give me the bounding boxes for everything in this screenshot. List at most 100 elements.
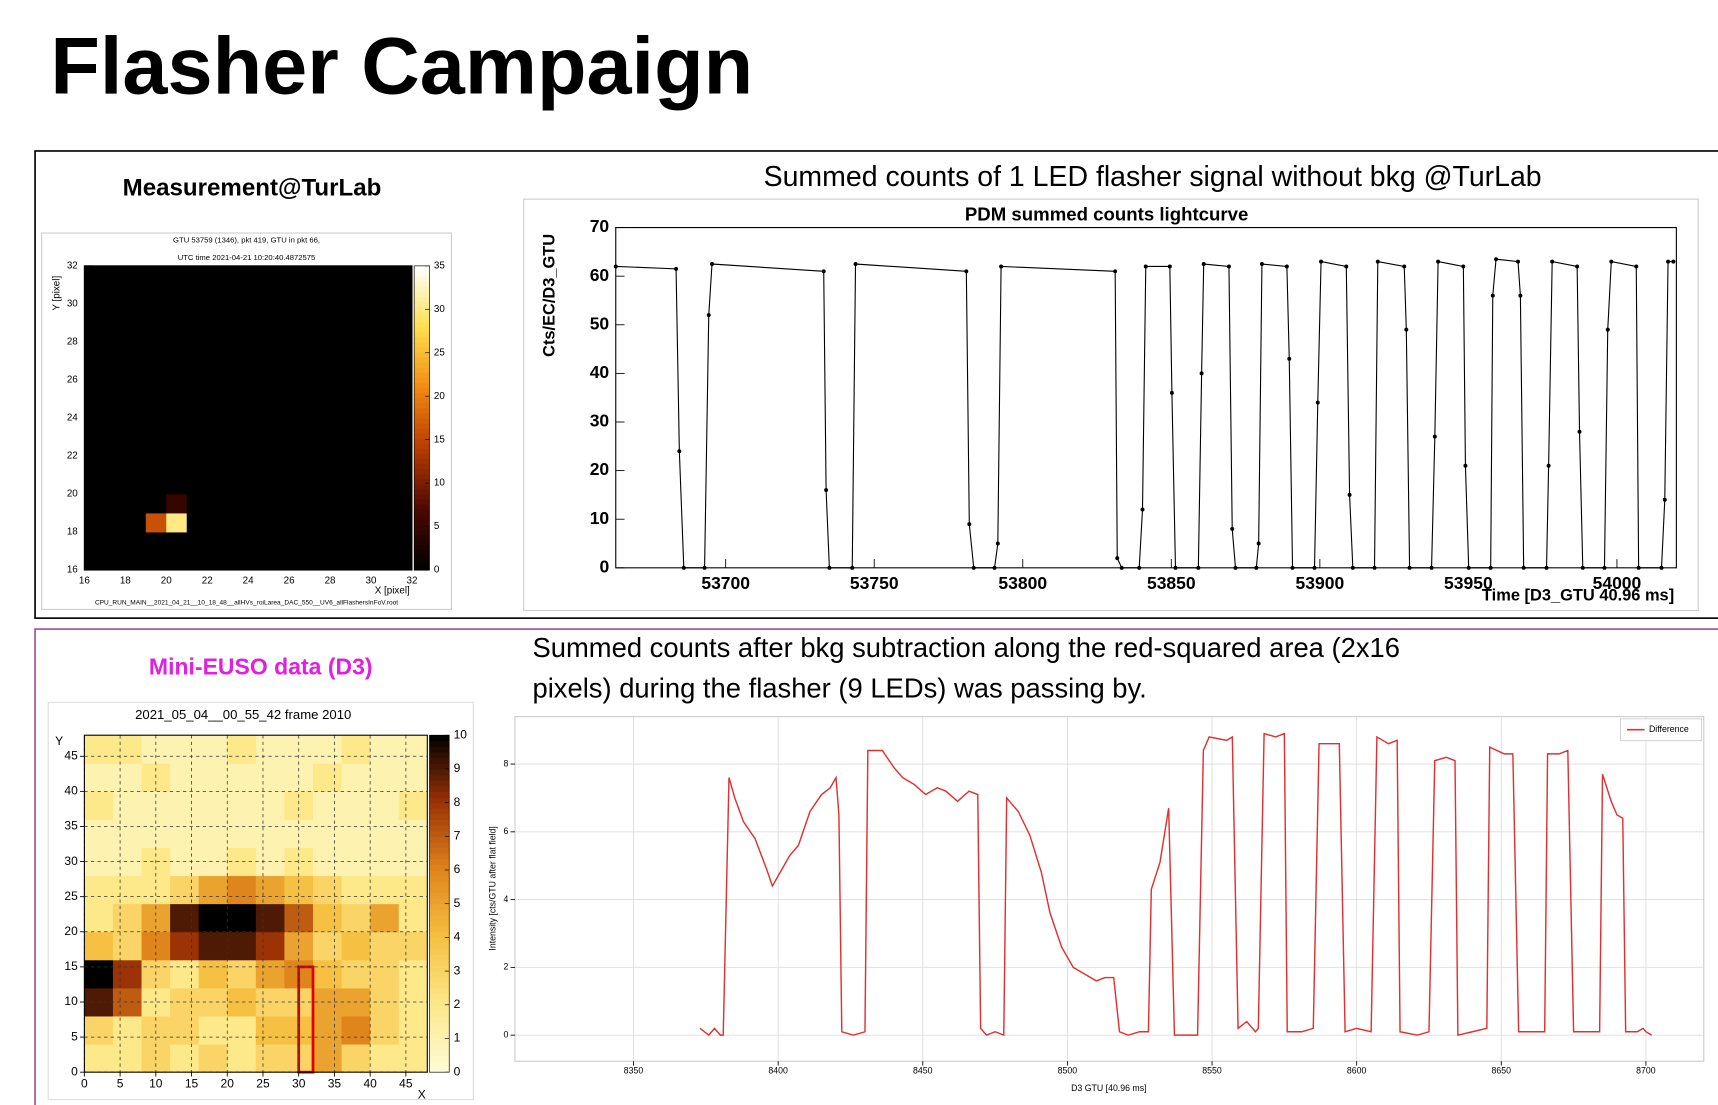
heatmap-cell <box>104 455 126 476</box>
x-tick-label: 8600 <box>1347 1065 1367 1075</box>
heatmap-cell <box>166 474 188 495</box>
colorbar-segment <box>414 509 430 515</box>
x-tick-label: 8700 <box>1636 1065 1656 1075</box>
heatmap-cell <box>104 550 126 571</box>
data-point <box>1432 434 1437 439</box>
heatmap-cell <box>398 819 428 848</box>
heatmap-cell <box>309 322 331 343</box>
heatmap-cell <box>198 1044 228 1073</box>
heatmap-cell <box>104 341 126 362</box>
heatmap-cell <box>248 379 270 400</box>
heatmap-cell <box>227 550 249 571</box>
heatmap-cell <box>186 550 208 571</box>
colorbar-tick-label: 5 <box>454 896 461 910</box>
colorbar-segment <box>414 559 430 566</box>
heatmap-cell <box>255 875 285 905</box>
data-point <box>1461 264 1466 269</box>
heatmap-cell <box>248 417 270 438</box>
heatmap-cell <box>145 417 167 438</box>
heatmap-cell <box>145 341 167 362</box>
heatmap-cell <box>166 417 188 438</box>
heatmap-cell <box>104 512 126 533</box>
colorbar-segment <box>429 819 450 826</box>
data-point <box>1230 526 1235 531</box>
heatmap-cell <box>112 791 142 820</box>
heatmap-cell <box>255 735 285 764</box>
heatmap-cell <box>112 875 142 905</box>
heatmap-cell <box>166 341 188 362</box>
x-axis-label: X <box>418 1087 426 1101</box>
heatmap-cell <box>341 875 371 905</box>
data-point <box>1575 264 1580 269</box>
heatmap-cell <box>166 265 188 286</box>
colorbar-segment <box>414 463 430 470</box>
panel-heading: Summed counts after bkg subtraction alon… <box>532 632 1400 663</box>
heatmap-cell <box>370 735 400 764</box>
colorbar-segment <box>414 291 430 297</box>
heatmap-cell <box>268 550 290 571</box>
heatmap-cell <box>391 303 413 324</box>
heatmap-cell <box>391 550 413 571</box>
heatmap-cell <box>371 360 392 381</box>
colorbar-segment <box>429 875 450 882</box>
y-tick-label: 30 <box>67 298 78 309</box>
colorbar-tick-label: 3 <box>454 963 461 977</box>
heatmap-cell <box>255 819 285 848</box>
heatmap-cell <box>330 531 351 552</box>
heatmap-cell <box>207 303 229 324</box>
colorbar-segment <box>414 564 430 571</box>
heatmap-cell <box>391 341 413 362</box>
heatmap-cell <box>125 474 147 495</box>
colorbar-segment <box>429 1021 450 1028</box>
file-name: CPU_RUN_MAIN__2021_04_21__10_18_48__allH… <box>95 600 398 607</box>
data-point <box>1671 259 1676 264</box>
heatmap-cell <box>289 322 311 343</box>
heatmap-cell <box>104 360 126 381</box>
x-tick-label: 8550 <box>1202 1065 1222 1075</box>
x-tick-label: 45 <box>399 1077 413 1091</box>
heatmap-cell <box>350 360 372 381</box>
y-tick-label: 10 <box>64 994 78 1008</box>
heatmap-cell <box>104 531 126 552</box>
data-point <box>999 264 1004 269</box>
colorbar-segment <box>414 504 430 510</box>
colorbar-segment <box>429 735 450 742</box>
heatmap-cell <box>255 959 285 989</box>
y-tick-label: 18 <box>67 527 78 538</box>
heatmap-cell <box>350 512 372 533</box>
heatmap-cell <box>207 265 229 286</box>
colorbar-segment <box>429 948 450 955</box>
colorbar-segment <box>414 412 430 419</box>
y-axis-label: Y <box>55 734 63 748</box>
y-tick-label: 16 <box>67 565 78 576</box>
y-axis-label: Cts/EC/D3_GTU <box>540 234 558 357</box>
heatmap-cell <box>248 436 270 457</box>
colorbar-segment <box>414 483 430 490</box>
heatmap-cell <box>309 398 331 419</box>
heatmap-cell <box>350 265 372 286</box>
colorbar-segment <box>429 892 450 899</box>
heatmap-cell <box>268 284 290 305</box>
data-point <box>1344 264 1349 269</box>
heatmap-cell <box>255 903 285 933</box>
data-point <box>821 269 826 274</box>
data-point <box>1169 390 1174 395</box>
x-tick-label: 30 <box>292 1077 306 1091</box>
heatmap-cell <box>170 931 200 961</box>
colorbar-segment <box>429 1049 450 1056</box>
y-tick-label: 6 <box>504 826 509 836</box>
x-tick-label: 54000 <box>1593 573 1642 593</box>
colorbar-segment <box>429 802 450 809</box>
colorbar-segment <box>429 864 450 871</box>
colorbar-segment <box>429 853 450 860</box>
heatmap-cell <box>312 1016 343 1045</box>
data-point <box>853 262 858 266</box>
heatmap-cell <box>268 493 290 514</box>
heatmap-cell <box>350 398 372 419</box>
data-line <box>699 732 1653 1037</box>
y-tick-label: 40 <box>590 362 610 382</box>
heatmap-cell <box>207 284 229 305</box>
heatmap-cell <box>104 284 126 305</box>
heatmap-cell <box>227 763 257 792</box>
colorbar-segment <box>414 346 430 353</box>
